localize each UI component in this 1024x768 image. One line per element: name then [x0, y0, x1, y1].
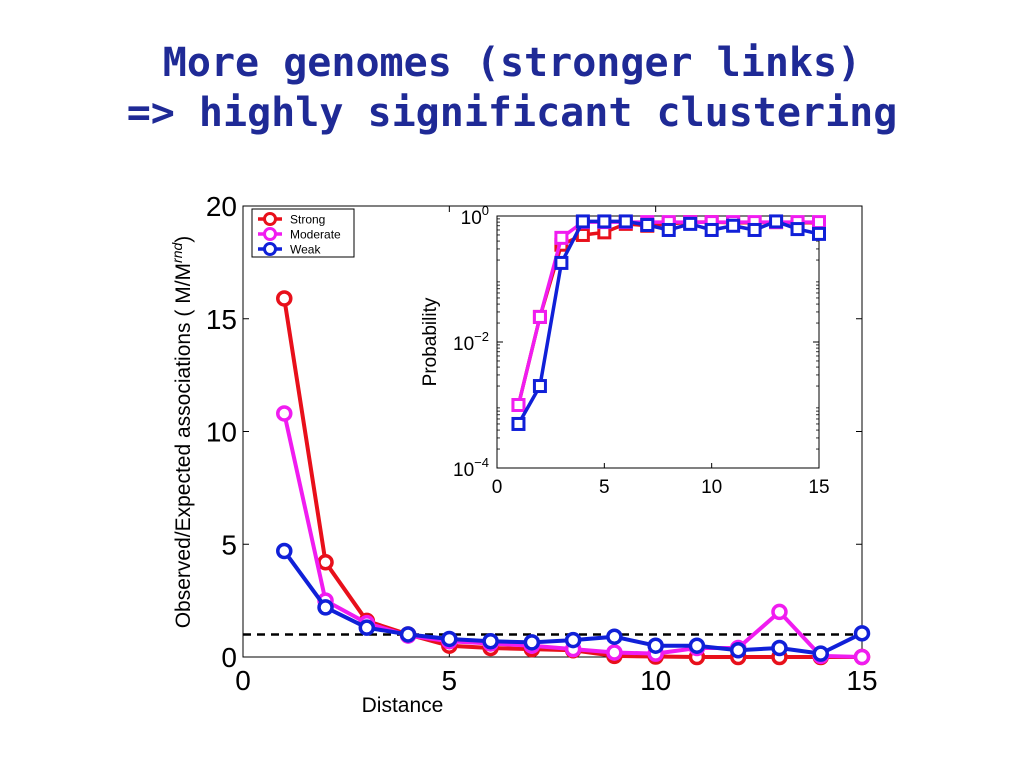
inset-y-tick-exponent: −2	[474, 329, 489, 344]
main-point-weak	[441, 630, 458, 648]
legend-swatch-marker	[263, 227, 277, 241]
inset-point-moderate	[812, 215, 826, 230]
legend-label-weak: Weak	[290, 243, 321, 257]
main-point-weak	[812, 645, 829, 662]
inset-point-weak	[554, 255, 569, 270]
inset-x-tick-label: 15	[808, 477, 829, 498]
inset-y-tick-exponent: 0	[482, 203, 489, 218]
inset-x-tick-label: 10	[701, 477, 722, 498]
main-point-strong	[276, 290, 293, 307]
inset-point-weak	[597, 214, 612, 229]
main-point-moderate	[771, 603, 788, 621]
main-y-tick-label: 0	[221, 642, 237, 673]
main-point-weak	[317, 599, 334, 616]
inset-point-weak	[532, 379, 547, 394]
main-point-weak	[276, 542, 293, 560]
main-x-tick-label: 5	[442, 665, 458, 696]
main-point-weak	[564, 631, 582, 649]
main-point-weak	[523, 634, 541, 651]
inset-point-moderate	[554, 230, 569, 245]
main-point-weak	[688, 637, 706, 654]
inset-y-tick-label: 10−2	[453, 329, 489, 355]
slide-title-line-1: More genomes (stronger links)	[162, 40, 862, 86]
inset-y-tick-label: 10−4	[453, 455, 489, 481]
inset-point-weak	[747, 222, 762, 237]
main-point-moderate	[853, 648, 871, 666]
inset-point-weak	[704, 222, 719, 237]
legend-swatch-marker	[263, 242, 277, 256]
inset-y-axis-label: Probability	[420, 297, 441, 386]
legend-swatch-marker	[263, 212, 277, 226]
inset-point-weak	[790, 222, 805, 237]
inset-y-tick-exponent: −4	[474, 455, 489, 470]
main-y-label-superscript: rnd	[169, 242, 185, 263]
main-y-tick-label: 15	[206, 304, 237, 335]
legend-label-strong: Strong	[290, 213, 325, 227]
main-point-moderate	[276, 405, 293, 422]
inset-y-tick-label: 100	[461, 203, 489, 229]
inset-point-weak	[511, 416, 526, 431]
main-y-tick-label: 5	[221, 529, 237, 560]
legend-label-moderate: Moderate	[290, 228, 341, 242]
main-point-weak	[399, 626, 417, 643]
inset-point-moderate	[511, 398, 526, 412]
inset-point-weak	[726, 218, 741, 233]
main-chart: 0 5 10 15 0 5 10 15 20 Distance Observed/Expected …	[169, 191, 878, 717]
inset-point-weak	[575, 214, 590, 229]
main-point-weak	[729, 641, 747, 659]
inset-point-weak	[618, 214, 633, 229]
inset-y-tick-base: 10	[453, 460, 474, 481]
inset-point-weak	[769, 214, 784, 229]
main-point-strong	[317, 554, 334, 571]
main-y-label-close: )	[172, 236, 195, 243]
main-x-tick-label: 0	[235, 665, 251, 696]
inset-point-weak	[640, 217, 655, 232]
inset-plot-frame	[496, 215, 820, 469]
main-point-moderate	[606, 644, 623, 661]
inset-point-weak	[812, 226, 826, 241]
main-x-tick-label: 15	[846, 665, 877, 696]
slide-title-line-2: => highly significant clustering	[126, 90, 898, 136]
main-point-weak	[606, 628, 623, 645]
inset-y-tick-base: 10	[461, 208, 482, 229]
main-point-weak	[647, 637, 664, 654]
main-x-tick-label: 10	[640, 665, 671, 696]
main-x-axis-label: Distance	[362, 694, 444, 717]
main-y-tick-label: 10	[206, 417, 237, 448]
main-y-label-text: Observed/Expected associations ( M/M	[172, 263, 195, 628]
inset-x-tick-label: 5	[599, 477, 610, 498]
main-y-axis-label: Observed/Expected associations ( M/Mrnd)	[169, 236, 195, 629]
main-point-weak	[482, 632, 499, 650]
main-point-weak	[853, 625, 871, 642]
inset-point-moderate	[532, 309, 547, 324]
inset-point-weak	[683, 216, 698, 231]
inset-point-weak	[661, 222, 676, 237]
main-point-weak	[358, 619, 376, 636]
inset-x-tick-label: 0	[492, 477, 503, 498]
inset-y-tick-base: 10	[453, 334, 474, 355]
slide-title: More genomes (stronger links) => highly …	[0, 38, 1024, 138]
main-y-tick-label: 20	[206, 191, 237, 222]
main-point-weak	[771, 639, 788, 657]
